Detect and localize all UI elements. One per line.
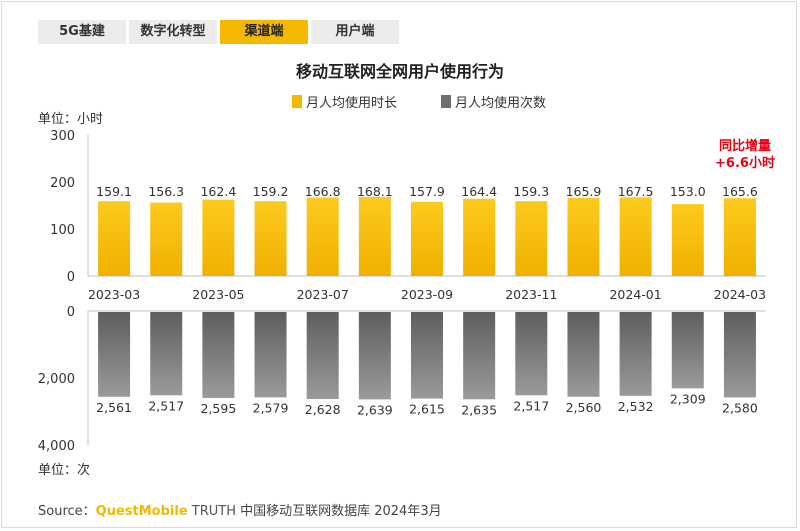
x-tick-label: 2023-03	[88, 287, 140, 302]
count-value-label: 2,628	[305, 402, 341, 417]
tab-channel-side[interactable]: 渠道端	[220, 20, 308, 44]
duration-value-label: 167.5	[618, 184, 654, 199]
x-tick-label: 2023-11	[505, 287, 557, 302]
unit-label-bottom: 单位：次	[38, 463, 91, 478]
count-value-label: 2,532	[618, 399, 654, 414]
source-brand: QuestMobile	[95, 504, 188, 519]
chart-title: 移动互联网全网用户使用行为	[295, 62, 504, 81]
duration-bar	[619, 197, 652, 276]
count-value-label: 2,561	[96, 400, 132, 415]
count-value-label: 2,579	[253, 400, 289, 415]
x-tick-label: 2024-01	[609, 287, 661, 302]
count-value-label: 2,560	[566, 400, 602, 415]
duration-value-label: 159.1	[96, 184, 132, 199]
duration-bar	[671, 204, 704, 276]
x-tick-label: 2024-03	[714, 287, 766, 302]
tab-digital-transformation[interactable]: 数字化转型	[129, 20, 217, 44]
duration-value-label: 165.9	[566, 184, 602, 199]
duration-value-label: 156.3	[148, 184, 184, 199]
x-tick-label: 2023-07	[297, 287, 349, 302]
duration-value-label: 157.9	[409, 184, 445, 199]
count-value-label: 2,639	[357, 402, 393, 417]
count-value-label: 2,615	[409, 402, 445, 417]
unit-label-top: 单位：小时	[38, 112, 104, 127]
duration-value-label: 165.6	[722, 184, 758, 199]
bottom-y-tick-label: 0	[67, 305, 75, 320]
count-value-label: 2,635	[461, 402, 497, 417]
source-truth: TRUTH	[187, 504, 236, 519]
count-bar	[411, 312, 443, 399]
count-bar	[515, 312, 548, 396]
duration-value-label: 162.4	[200, 184, 236, 199]
bottom-y-tick-label: 2,000	[38, 372, 75, 387]
duration-bar	[98, 201, 131, 276]
count-bar	[358, 312, 391, 400]
duration-value-label: 164.4	[461, 184, 497, 199]
duration-bar	[463, 198, 496, 276]
duration-bar	[411, 201, 443, 276]
duration-bar	[150, 202, 183, 276]
count-bar	[306, 312, 339, 400]
annotation-line-2: +6.6小时	[715, 155, 775, 171]
count-bar	[98, 312, 131, 397]
duration-bar	[202, 199, 235, 276]
duration-bar	[515, 201, 548, 276]
count-bar	[254, 312, 287, 398]
count-bar	[150, 312, 183, 396]
top-y-tick-label: 300	[50, 129, 75, 144]
count-bar	[671, 312, 704, 389]
count-value-label: 2,517	[513, 398, 549, 413]
top-y-tick-label: 0	[67, 270, 75, 285]
duration-bar	[254, 201, 287, 276]
legend-count-label: 月人均使用次数	[455, 96, 547, 111]
legend-count: 月人均使用次数	[441, 92, 546, 111]
count-bar	[619, 312, 652, 396]
count-value-label: 2,595	[200, 401, 236, 416]
count-value-label: 2,309	[670, 391, 706, 406]
duration-value-label: 159.3	[513, 184, 549, 199]
count-bar	[202, 312, 235, 398]
count-value-label: 2,580	[722, 400, 758, 415]
duration-value-label: 168.1	[357, 184, 393, 199]
source-database: 中国移动互联网数据库 2024年3月	[235, 504, 442, 519]
legend-duration-swatch	[292, 95, 302, 108]
tab-user-side[interactable]: 用户端	[311, 20, 399, 44]
duration-bar	[306, 197, 339, 276]
tab-5g-infrastructure[interactable]: 5G基建	[38, 20, 126, 44]
annotation-line-1: 同比增量	[719, 138, 771, 154]
top-y-tick-label: 200	[50, 176, 75, 191]
duration-bar	[567, 198, 600, 276]
count-bar	[723, 312, 756, 398]
top-y-tick-label: 100	[50, 223, 75, 238]
duration-bar	[358, 196, 391, 276]
count-value-label: 2,517	[148, 398, 184, 413]
x-tick-label: 2023-09	[401, 287, 453, 302]
duration-value-label: 159.2	[253, 184, 289, 199]
duration-value-label: 153.0	[670, 184, 706, 199]
legend-duration: 月人均使用时长	[292, 92, 397, 111]
source-note: Source：QuestMobile TRUTH 中国移动互联网数据库 2024…	[38, 500, 442, 519]
x-tick-label: 2023-05	[192, 287, 244, 302]
legend-duration-label: 月人均使用时长	[306, 96, 398, 111]
count-bar	[567, 312, 600, 397]
duration-value-label: 166.8	[305, 184, 341, 199]
bottom-y-tick-label: 4,000	[38, 439, 75, 454]
duration-bar	[723, 198, 756, 276]
count-bar	[463, 312, 496, 400]
source-prefix: Source：	[38, 504, 96, 519]
legend-count-swatch	[441, 95, 451, 108]
